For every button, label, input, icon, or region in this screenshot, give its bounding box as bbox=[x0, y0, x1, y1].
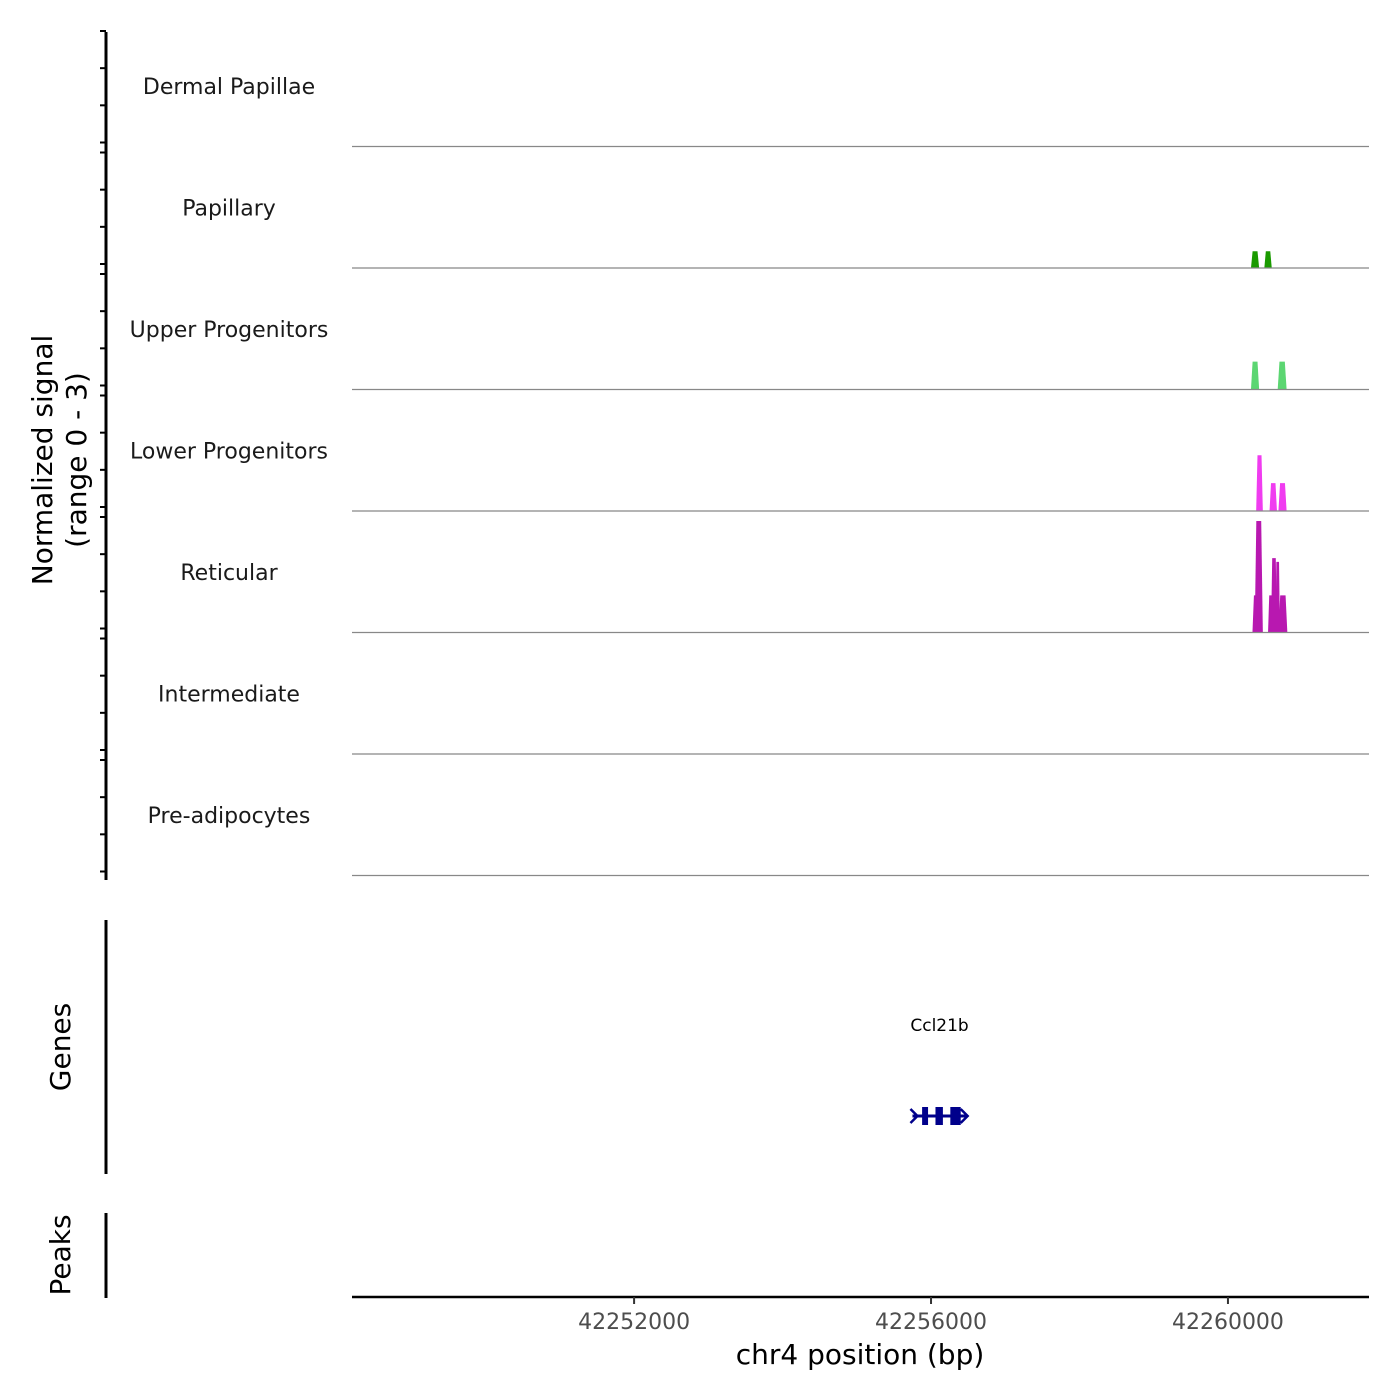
y-axis-title: Normalized signal bbox=[26, 335, 59, 586]
coverage-peak bbox=[1275, 561, 1280, 633]
track-5: Intermediate bbox=[158, 682, 1369, 755]
track-label: Dermal Papillae bbox=[143, 75, 315, 100]
coverage-peak bbox=[1278, 483, 1287, 511]
coverage-peak bbox=[1250, 251, 1260, 268]
coverage-y-axis bbox=[100, 30, 108, 880]
genes-track: Ccl21b bbox=[909, 1016, 970, 1125]
genes-track-title: Genes bbox=[44, 1003, 77, 1091]
track-label: Lower Progenitors bbox=[130, 439, 328, 464]
coverage-peak bbox=[1256, 455, 1263, 511]
strand-arrow-icon bbox=[909, 1108, 920, 1124]
track-2: Upper Progenitors bbox=[130, 318, 1369, 391]
gene-exon bbox=[935, 1107, 943, 1125]
coverage-peak bbox=[1271, 558, 1277, 633]
track-label: Papillary bbox=[182, 196, 276, 221]
gene-exon bbox=[922, 1107, 929, 1125]
track-label: Upper Progenitors bbox=[130, 318, 329, 343]
gene-label: Ccl21b bbox=[910, 1016, 968, 1036]
track-label: Reticular bbox=[180, 561, 278, 586]
x-tick-label: 42260000 bbox=[1172, 1310, 1284, 1335]
x-axis-title: chr4 position (bp) bbox=[736, 1338, 985, 1371]
track-4: Reticular bbox=[180, 521, 1369, 634]
x-tick-label: 42252000 bbox=[578, 1310, 690, 1335]
gene-ccl21b: Ccl21b bbox=[909, 1016, 970, 1125]
coverage-peak bbox=[1277, 361, 1287, 390]
x-tick-label: 42256000 bbox=[875, 1310, 987, 1335]
track-label: Pre-adipocytes bbox=[148, 804, 311, 829]
x-axis-ticks: 42252000 42256000 42260000 bbox=[578, 1297, 1284, 1335]
y-axis-range: (range 0 - 3) bbox=[60, 372, 93, 548]
peaks-track-title: Peaks bbox=[44, 1214, 77, 1295]
coverage-tracks: Dermal Papillae Papillary Upper Progenitor… bbox=[130, 75, 1369, 877]
gene-exon bbox=[950, 1107, 961, 1125]
coverage-peak bbox=[1269, 483, 1277, 511]
track-6: Pre-adipocytes bbox=[148, 804, 1369, 877]
track-3: Lower Progenitors bbox=[130, 439, 1369, 512]
coverage-peak bbox=[1250, 361, 1260, 390]
coverage-peak bbox=[1264, 251, 1272, 268]
strand-arrow-icon bbox=[959, 1108, 970, 1124]
track-label: Intermediate bbox=[158, 682, 300, 707]
coverage-peak bbox=[1254, 521, 1263, 633]
track-1: Papillary bbox=[182, 196, 1369, 269]
coverage-peak bbox=[1278, 595, 1288, 633]
track-0: Dermal Papillae bbox=[143, 75, 1369, 148]
